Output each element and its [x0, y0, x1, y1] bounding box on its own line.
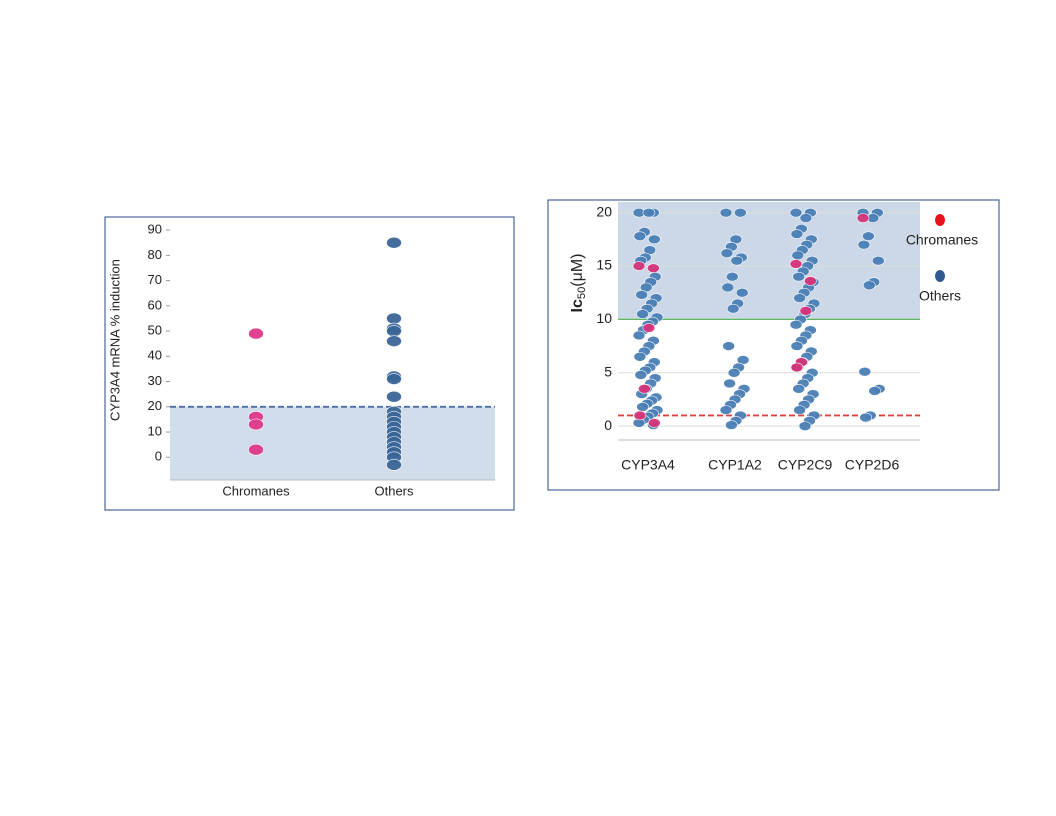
x-tick-label: CYP2C9 [778, 457, 833, 473]
data-point [726, 303, 740, 314]
data-point [647, 263, 660, 273]
legend-marker [935, 270, 945, 282]
y-tick-label: 10 [596, 310, 612, 326]
data-point [634, 370, 648, 380]
data-point [722, 341, 736, 351]
legend-marker [935, 214, 945, 226]
data-point [793, 405, 806, 415]
data-point [642, 323, 656, 333]
x-tick-label: CYP3A4 [621, 457, 675, 473]
data-point [386, 390, 402, 403]
y-tick-label: 80 [148, 247, 162, 262]
y-tick-label: 60 [148, 297, 162, 312]
data-point [647, 418, 661, 428]
data-point [799, 306, 813, 316]
data-point [632, 330, 646, 341]
data-point [386, 373, 402, 385]
data-point [871, 255, 885, 266]
data-point [633, 231, 647, 241]
y-tick-label: 30 [148, 373, 162, 388]
data-point [642, 207, 656, 218]
data-point [721, 282, 735, 293]
data-point [799, 213, 813, 223]
data-point [386, 236, 402, 249]
data-point [725, 420, 738, 430]
legend-label: Others [919, 288, 961, 304]
y-tick-label: 50 [148, 323, 162, 338]
y-tick-label: 20 [148, 398, 162, 413]
data-point [636, 402, 649, 412]
data-point [791, 250, 805, 261]
data-point [856, 213, 870, 223]
data-point [789, 319, 803, 330]
data-point [798, 421, 812, 431]
y-tick-label: 10 [148, 423, 162, 438]
y-tick-label: 5 [604, 363, 612, 379]
y-tick-label: 0 [155, 449, 162, 464]
data-point [719, 207, 733, 218]
data-point [632, 261, 646, 271]
y-axis-label: CYP3A4 mRNA % induction [107, 259, 122, 421]
data-point [725, 271, 739, 282]
shaded-region [170, 406, 495, 480]
data-point [636, 309, 649, 319]
data-point [720, 248, 734, 259]
data-point [789, 259, 803, 269]
data-point [857, 239, 871, 250]
y-axis-label-unit: (μM) [569, 254, 586, 287]
data-point [862, 280, 876, 291]
y-tick-label: 20 [596, 203, 612, 219]
data-point [859, 412, 873, 423]
data-point [862, 231, 875, 241]
y-axis-label-sub: 50 [576, 287, 588, 299]
data-point [386, 459, 402, 471]
data-point [735, 287, 749, 298]
data-point [635, 290, 649, 300]
data-point [727, 367, 741, 378]
y-axis-label-main: Ic [569, 299, 586, 312]
data-point [719, 405, 733, 415]
data-point [792, 383, 806, 394]
x-tick-label: CYP2D6 [845, 457, 900, 473]
data-point [723, 378, 736, 389]
y-tick-label: 0 [604, 417, 612, 433]
data-point [386, 312, 402, 325]
data-point [633, 410, 647, 421]
data-point [789, 207, 803, 218]
legend-label: Chromanes [906, 232, 978, 248]
y-tick-label: 70 [148, 272, 162, 287]
data-point [790, 341, 804, 351]
y-tick-label: 90 [148, 222, 162, 237]
data-point [868, 386, 882, 396]
data-point [792, 271, 806, 282]
data-point [386, 325, 402, 337]
data-point [790, 362, 804, 373]
data-point [386, 335, 402, 347]
y-axis-label: Ic50(μM) [569, 254, 588, 313]
data-point [248, 418, 264, 431]
data-point [804, 276, 817, 286]
x-tick-label: CYP1A2 [708, 457, 762, 473]
data-point [790, 229, 804, 239]
x-tick-label: Chromanes [222, 483, 290, 498]
data-point [734, 207, 747, 218]
data-point [647, 234, 661, 245]
data-point [633, 351, 647, 362]
data-point [793, 293, 806, 303]
data-point [730, 255, 744, 266]
y-tick-label: 40 [148, 348, 162, 363]
data-point [638, 383, 651, 394]
x-tick-label: Others [374, 483, 414, 498]
data-point [858, 366, 872, 377]
data-point [248, 443, 264, 456]
data-point [248, 327, 264, 340]
y-tick-label: 15 [596, 257, 612, 273]
